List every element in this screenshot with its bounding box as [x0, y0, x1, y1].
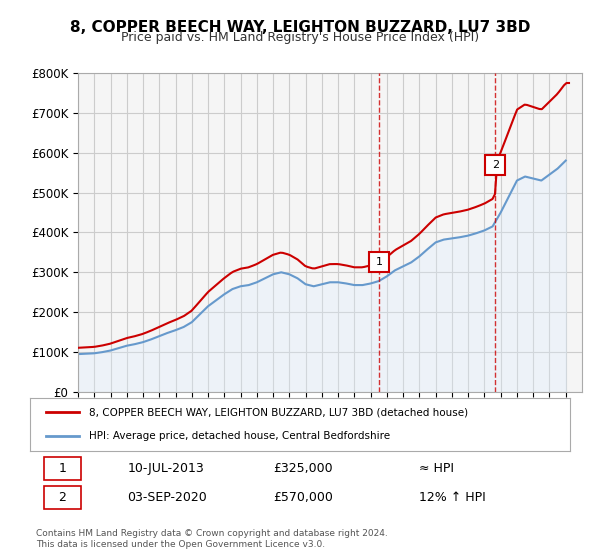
- FancyBboxPatch shape: [44, 456, 82, 480]
- Text: 1: 1: [58, 462, 67, 475]
- Text: £570,000: £570,000: [273, 491, 333, 504]
- Text: 03-SEP-2020: 03-SEP-2020: [127, 491, 207, 504]
- Text: 2: 2: [492, 160, 499, 170]
- Text: 2: 2: [58, 491, 67, 504]
- Text: Price paid vs. HM Land Registry's House Price Index (HPI): Price paid vs. HM Land Registry's House …: [121, 31, 479, 44]
- Text: 8, COPPER BEECH WAY, LEIGHTON BUZZARD, LU7 3BD: 8, COPPER BEECH WAY, LEIGHTON BUZZARD, L…: [70, 20, 530, 35]
- Text: 8, COPPER BEECH WAY, LEIGHTON BUZZARD, LU7 3BD (detached house): 8, COPPER BEECH WAY, LEIGHTON BUZZARD, L…: [89, 408, 469, 418]
- Text: 12% ↑ HPI: 12% ↑ HPI: [419, 491, 485, 504]
- Text: 1: 1: [376, 258, 383, 267]
- Text: HPI: Average price, detached house, Central Bedfordshire: HPI: Average price, detached house, Cent…: [89, 431, 391, 441]
- FancyBboxPatch shape: [44, 486, 82, 510]
- Text: £325,000: £325,000: [273, 462, 332, 475]
- Text: Contains HM Land Registry data © Crown copyright and database right 2024.
This d: Contains HM Land Registry data © Crown c…: [36, 529, 388, 549]
- Text: 10-JUL-2013: 10-JUL-2013: [127, 462, 204, 475]
- Text: ≈ HPI: ≈ HPI: [419, 462, 454, 475]
